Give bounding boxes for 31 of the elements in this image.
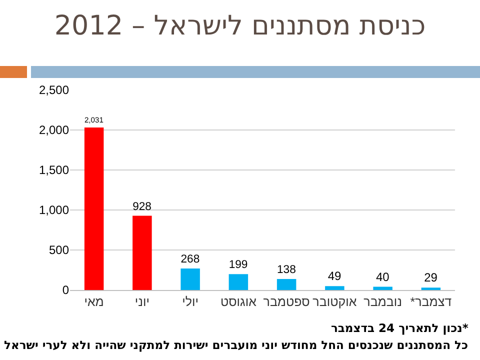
data-label: 268 <box>180 254 200 266</box>
x-tick-label: נובמבר <box>364 295 402 309</box>
data-label: 138 <box>276 264 296 276</box>
y-tick-label: 2,500 <box>38 83 70 98</box>
x-tick-label: אוגוסט <box>220 295 257 309</box>
bar <box>373 286 392 290</box>
x-tick-label: יולי <box>182 295 198 309</box>
y-tick-label: 2,000 <box>38 123 70 138</box>
chart-title: כניסת מסתננים לישראל – 2012 <box>54 10 426 42</box>
bar <box>276 278 296 290</box>
x-tick-label: ספטמבר <box>263 295 310 309</box>
bar <box>228 274 248 290</box>
x-tick-label: אוקטובר <box>312 295 357 309</box>
text: כל המסתננים שנכנסים החל מחודש יוני מועברים ישירות למתקני שהייה ולא לערי ישראל <box>4 338 468 352</box>
bar <box>132 216 152 290</box>
data-label: 29 <box>424 270 438 285</box>
bar <box>325 286 344 290</box>
x-tick-label: יוני <box>134 295 150 309</box>
bar <box>180 268 200 290</box>
x-tick-label: דצמבר* <box>410 295 452 309</box>
bar <box>84 128 104 290</box>
data-label: 49 <box>328 269 342 284</box>
y-tick-label: 1,000 <box>38 203 70 218</box>
y-tick-label: 500 <box>48 243 70 258</box>
text: *נכון לתאריך 24 בדצמבר <box>331 321 468 335</box>
y-tick-label: 0 <box>62 283 70 298</box>
y-tick-label: 1,500 <box>38 163 70 178</box>
data-label: 928 <box>132 200 152 213</box>
data-label: 40 <box>376 270 390 284</box>
x-tick-label: מאי <box>84 295 104 309</box>
data-label: 199 <box>228 259 248 272</box>
